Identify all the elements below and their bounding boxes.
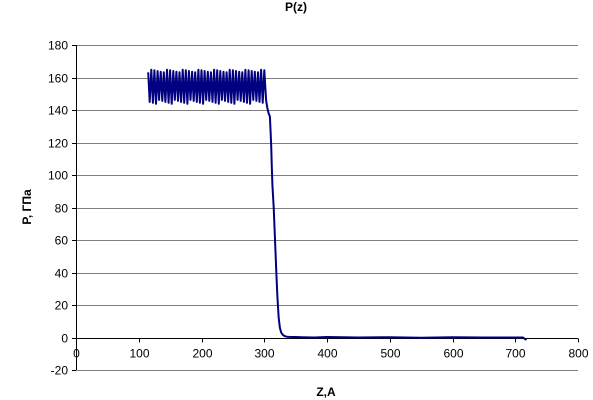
x-axis-label: Z,A bbox=[316, 385, 336, 399]
y-tick-label: 40 bbox=[55, 267, 69, 281]
y-tick-label: -20 bbox=[51, 364, 69, 378]
y-tick-label: 120 bbox=[48, 137, 68, 151]
gridlines bbox=[76, 45, 578, 371]
x-tick-label: 200 bbox=[192, 347, 212, 361]
series-line bbox=[147, 68, 528, 341]
y-tick-label: 0 bbox=[61, 332, 68, 346]
x-tick-label: 0 bbox=[73, 347, 80, 361]
x-tick-label: 600 bbox=[443, 347, 463, 361]
x-tick-label: 300 bbox=[254, 347, 274, 361]
y-tick-label: 20 bbox=[55, 299, 69, 313]
x-tick-label: 700 bbox=[505, 347, 525, 361]
tick-labels: -20 0 20 40 60 80 100 120 140 160 180 0 100 200 300 400… bbox=[48, 39, 589, 378]
x-tick-label: 500 bbox=[380, 347, 400, 361]
y-tick-label: 180 bbox=[48, 39, 68, 53]
y-tick-label: 80 bbox=[55, 202, 69, 216]
chart-title: P(z) bbox=[285, 0, 307, 14]
y-tick-label: 160 bbox=[48, 72, 68, 86]
y-tick-label: 100 bbox=[48, 169, 68, 183]
axes bbox=[72, 45, 579, 371]
x-tick-label: 800 bbox=[568, 347, 588, 361]
x-tick-label: 400 bbox=[317, 347, 337, 361]
y-tick-label: 60 bbox=[55, 234, 69, 248]
plot-area bbox=[147, 68, 528, 341]
y-axis-label: P, ГПа bbox=[20, 189, 34, 225]
x-tick-label: 100 bbox=[129, 347, 149, 361]
y-tick-label: 140 bbox=[48, 104, 68, 118]
